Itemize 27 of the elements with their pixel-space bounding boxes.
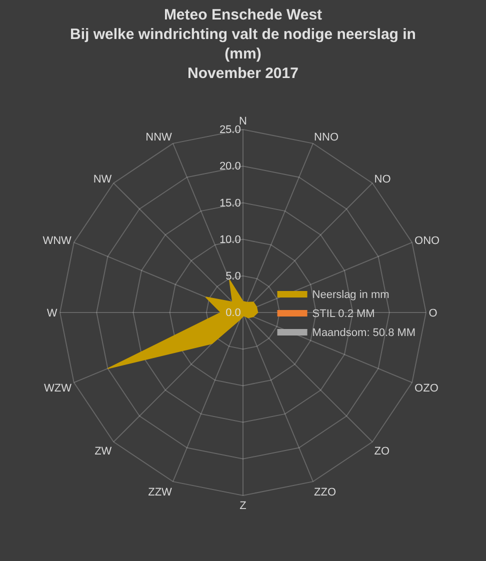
spoke-label: NO bbox=[374, 173, 392, 186]
spoke-label: NNO bbox=[314, 131, 339, 144]
y-tick-label: 10.0 bbox=[219, 234, 241, 246]
spoke-label: ZW bbox=[94, 445, 112, 458]
chart-title: Meteo Enschede West bbox=[164, 6, 322, 24]
y-tick-label: 20.0 bbox=[219, 160, 241, 173]
y-tick-label: 25.0 bbox=[219, 124, 241, 136]
spoke-label: ZZW bbox=[148, 486, 173, 499]
spoke-label: W bbox=[46, 307, 58, 320]
spoke-label: N bbox=[239, 116, 248, 128]
spoke-label: ZZO bbox=[314, 486, 337, 499]
legend-label: Maandsom: 50.8 MM bbox=[312, 326, 416, 339]
spoke-label: NW bbox=[93, 173, 112, 186]
chart-subtitle: Bij welke windrichting valt de nodige neerslag in (mm) November 2017 bbox=[70, 26, 416, 82]
spoke-label: WZW bbox=[44, 382, 72, 394]
y-tick-label: 0.0 bbox=[226, 307, 241, 320]
spoke-label: OZO bbox=[414, 382, 439, 394]
spoke-label: ONO bbox=[414, 235, 440, 248]
legend-label: Neerslag in mm bbox=[312, 288, 390, 301]
spoke-label: WNW bbox=[42, 235, 72, 248]
spoke-label: Z bbox=[240, 500, 247, 512]
spoke-label: NNW bbox=[146, 131, 173, 144]
spoke-label: O bbox=[428, 307, 438, 320]
y-tick-label: 5.0 bbox=[226, 270, 241, 282]
spoke-label: ZO bbox=[374, 445, 390, 458]
legend-label: STIL 0.2 MM bbox=[312, 308, 375, 320]
y-tick-label: 15.0 bbox=[219, 197, 241, 210]
